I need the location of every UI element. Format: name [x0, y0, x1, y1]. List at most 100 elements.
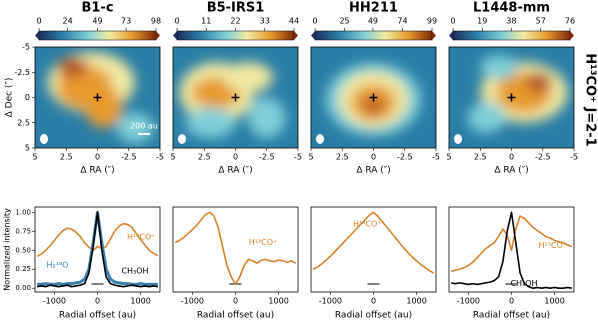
x-tick-label: -1000: [457, 297, 480, 306]
y-tick-label: -5: [22, 43, 30, 52]
x-axis-label: Δ RA (″): [80, 166, 114, 176]
x-tick-label: 0: [233, 153, 238, 162]
colorbar-tick-label: 73: [121, 17, 131, 26]
x-axis-label: Δ RA (″): [494, 166, 528, 176]
x-tick-label: -2.5: [259, 153, 275, 162]
x-tick-label: 0: [371, 153, 376, 162]
x-axis-label: Radial offset (au): [473, 311, 550, 321]
colorbar-extend: [449, 31, 453, 40]
x-tick-label: 1000: [268, 297, 288, 306]
series-label: CH₃OH: [121, 266, 148, 275]
beam: [454, 134, 462, 144]
x-tick-label: -5: [294, 153, 302, 162]
colorbar-tick-label: 76: [565, 17, 575, 26]
colorbar-tick-label: 49: [368, 17, 378, 26]
colorbar-tick-label: 11: [201, 17, 211, 26]
x-axis-label: Radial offset (au): [59, 311, 136, 321]
series-label: CH₃OH: [510, 279, 537, 288]
source-cross: [93, 93, 102, 102]
colorbar-tick-label: 22: [230, 17, 240, 26]
colorbar-tick-label: 57: [536, 17, 546, 26]
y-tick-label: 0.25: [15, 265, 31, 273]
colorbar-tick-label: 0: [312, 17, 317, 26]
y-axis-label: Normalized intensity: [3, 208, 12, 291]
colorbar-tick-label: 33: [260, 17, 270, 26]
y-tick-label: -2.5: [14, 68, 30, 77]
colorbar-extend: [294, 31, 298, 40]
series-line: [450, 215, 573, 273]
colorbar-extend: [173, 31, 177, 40]
x-tick-label: -2.5: [535, 153, 551, 162]
panel-title: HH211: [349, 1, 398, 16]
colorbar-extend: [570, 31, 574, 40]
series-line: [451, 211, 572, 290]
x-tick-label: -5: [570, 153, 578, 162]
x-tick-label: 1000: [130, 297, 150, 306]
map-blob: [467, 102, 506, 133]
y-tick-label: 0.50: [15, 246, 31, 254]
x-tick-label: 0: [509, 153, 514, 162]
map-blob: [526, 72, 552, 93]
colorbar: [314, 30, 433, 41]
x-tick-label: 5: [32, 153, 37, 162]
x-tick-label: 1000: [544, 297, 564, 306]
colorbar-tick-label: 19: [477, 17, 487, 26]
colorbar: [38, 30, 157, 41]
plot-frame: [172, 206, 299, 293]
x-axis-label: Radial offset (au): [335, 311, 412, 321]
y-tick-label: 0.00: [15, 284, 31, 292]
colorbar-tick-label: 44: [289, 17, 299, 26]
x-tick-label: 5: [170, 153, 175, 162]
colorbar-tick-label: 24: [63, 17, 73, 26]
x-tick-label: 1000: [406, 297, 426, 306]
x-tick-label: -5: [432, 153, 440, 162]
panel-title: B5-IRS1: [207, 1, 265, 16]
colorbar-tick-label: 49: [92, 17, 102, 26]
colorbar-tick-label: 38: [506, 17, 516, 26]
colorbar-tick-label: 0: [450, 17, 455, 26]
series-label: H¹³CO⁺: [353, 220, 382, 229]
x-axis-label: Δ RA (″): [218, 166, 252, 176]
y-tick-label: 0: [25, 93, 30, 102]
x-tick-label: 5: [308, 153, 313, 162]
series-label: H¹³CO⁺: [249, 238, 278, 247]
source-cross: [369, 93, 378, 102]
x-tick-label: 0: [95, 297, 100, 306]
x-tick-label: 2.5: [474, 153, 487, 162]
x-tick-label: -1000: [181, 297, 204, 306]
source-cross: [507, 93, 516, 102]
x-tick-label: 2.5: [198, 153, 211, 162]
beam: [178, 134, 186, 144]
x-tick-label: 0: [233, 297, 238, 306]
series-label: H₂¹⁸O: [47, 260, 69, 269]
x-tick-label: -2.5: [121, 153, 137, 162]
map-blob: [248, 97, 286, 138]
map-blobs: [179, 62, 286, 138]
x-tick-label: 2.5: [60, 153, 73, 162]
colorbar-extend: [432, 31, 436, 40]
y-axis-label: Δ Dec (″): [5, 78, 15, 118]
map-blob: [223, 62, 273, 93]
scale-bar-label: 200 au: [130, 122, 158, 131]
panel-title: B1-c: [81, 1, 113, 16]
colorbar-tick-label: 99: [427, 17, 437, 26]
x-tick-label: -2.5: [397, 153, 413, 162]
map-blobs: [467, 55, 568, 133]
x-axis-label: Δ RA (″): [356, 166, 390, 176]
map-blobs: [47, 52, 154, 143]
x-tick-label: -1000: [319, 297, 342, 306]
map-blob: [116, 112, 154, 143]
map-blob: [185, 107, 236, 138]
x-tick-label: 5: [446, 153, 451, 162]
y-tick-label: 0.75: [15, 227, 31, 235]
panel-title: L1448-mm: [473, 1, 550, 16]
colorbar-tick-label: 0: [36, 17, 41, 26]
colorbar-tick-label: 0: [174, 17, 179, 26]
colorbar: [176, 30, 295, 41]
map-blob: [85, 87, 123, 128]
map-blob: [363, 97, 384, 114]
x-tick-label: -1000: [43, 297, 66, 306]
beam: [40, 134, 48, 144]
x-tick-label: 0: [371, 297, 376, 306]
